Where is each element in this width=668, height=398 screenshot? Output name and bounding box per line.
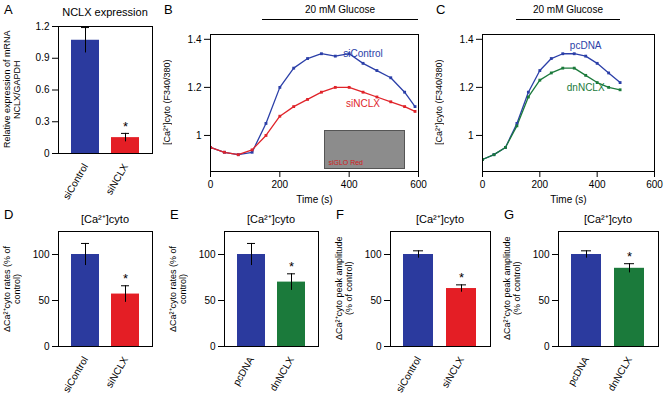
svg-text:1.4: 1.4 xyxy=(460,34,474,45)
svg-text:pcDNA: pcDNA xyxy=(231,354,257,387)
svg-text:50: 50 xyxy=(370,295,382,306)
svg-text:*: * xyxy=(123,119,128,134)
html-text:D: D xyxy=(4,207,14,222)
svg-text:0: 0 xyxy=(44,341,50,352)
svg-text:1: 1 xyxy=(468,130,474,141)
svg-text:*: * xyxy=(123,271,128,286)
svg-text:pcDNA: pcDNA xyxy=(566,354,592,387)
html-text:ΔCa²⁺cyto rates (% of control): ΔCa²⁺cyto rates (% of control) xyxy=(2,245,22,332)
svg-text:100: 100 xyxy=(33,249,50,260)
html-text:[Ca²⁺]cyto: [Ca²⁺]cyto xyxy=(416,213,464,225)
svg-text:50: 50 xyxy=(538,295,550,306)
html-text:Relative expression of mRNA NC: Relative expression of mRNA NCLX/GAPDH xyxy=(2,30,22,149)
svg-text:0: 0 xyxy=(208,179,214,190)
svg-text:50: 50 xyxy=(38,295,50,306)
html-text:A: A xyxy=(4,2,13,17)
svg-text:1.2: 1.2 xyxy=(460,82,474,93)
html-text:[Ca²⁺]cyto (F340/380): [Ca²⁺]cyto (F340/380) xyxy=(162,59,172,146)
svg-text:Time (s): Time (s) xyxy=(550,194,586,205)
svg-text:100: 100 xyxy=(365,249,382,260)
html-text:20 mM Glucose: 20 mM Glucose xyxy=(533,4,603,15)
html-text:[Ca²⁺]cyto (F340/380): [Ca²⁺]cyto (F340/380) xyxy=(434,59,444,146)
svg-text:siControl: siControl xyxy=(343,48,382,59)
svg-text:*: * xyxy=(459,270,464,285)
svg-text:0.6: 0.6 xyxy=(36,84,50,95)
svg-text:dnNCLX: dnNCLX xyxy=(606,354,635,393)
html-text:F: F xyxy=(336,207,344,222)
svg-text:50: 50 xyxy=(204,295,216,306)
svg-text:0: 0 xyxy=(44,148,50,159)
svg-text:0: 0 xyxy=(210,341,216,352)
svg-text:400: 400 xyxy=(341,179,358,190)
svg-text:400: 400 xyxy=(589,179,606,190)
svg-text:100: 100 xyxy=(533,249,550,260)
html-text:B: B xyxy=(164,2,173,17)
html-text:C: C xyxy=(436,2,446,17)
svg-text:dnNCLX: dnNCLX xyxy=(567,82,605,93)
svg-text:1.4: 1.4 xyxy=(188,34,202,45)
svg-text:200: 200 xyxy=(271,179,288,190)
svg-text:siNCLX: siNCLX xyxy=(104,161,131,196)
svg-text:0: 0 xyxy=(480,179,486,190)
svg-text:1.2: 1.2 xyxy=(36,21,50,32)
svg-text:200: 200 xyxy=(531,179,548,190)
svg-text:0.3: 0.3 xyxy=(36,116,50,127)
html-text:siGLO Red: siGLO Red xyxy=(328,158,363,166)
svg-text:siControl: siControl xyxy=(61,162,90,202)
html-text:ΔCa²⁺cyto rates (% of control): ΔCa²⁺cyto rates (% of control) xyxy=(168,245,188,332)
svg-text:0: 0 xyxy=(544,341,550,352)
svg-text:1: 1 xyxy=(196,130,202,141)
svg-text:*: * xyxy=(627,249,632,264)
svg-text:siNCLX: siNCLX xyxy=(440,354,467,389)
svg-text:*: * xyxy=(289,259,294,274)
svg-text:siNCLX: siNCLX xyxy=(346,98,380,109)
svg-text:1.2: 1.2 xyxy=(188,82,202,93)
html-text:ΔCa²⁺cyto peak amplitude (% of: ΔCa²⁺cyto peak amplitude (% of control) xyxy=(334,236,354,341)
html-text:G: G xyxy=(504,207,515,222)
svg-text:100: 100 xyxy=(199,249,216,260)
html-text:[Ca²⁺]cyto: [Ca²⁺]cyto xyxy=(81,213,129,225)
svg-text:pcDNA: pcDNA xyxy=(570,40,602,51)
svg-text:600: 600 xyxy=(410,179,427,190)
svg-text:siControl: siControl xyxy=(394,355,423,395)
svg-text:0: 0 xyxy=(376,341,382,352)
html-text:ΔCa²⁺cyto peak amplitude (% of: ΔCa²⁺cyto peak amplitude (% of control) xyxy=(502,236,522,341)
svg-text:0.9: 0.9 xyxy=(36,52,50,63)
html-text:[Ca²⁺]cyto: [Ca²⁺]cyto xyxy=(247,213,295,225)
svg-text:600: 600 xyxy=(646,179,663,190)
html-text:[Ca²⁺]cyto: [Ca²⁺]cyto xyxy=(584,213,632,225)
svg-text:siNCLX: siNCLX xyxy=(104,354,131,389)
html-text:20 mM Glucose: 20 mM Glucose xyxy=(305,4,375,15)
svg-text:Time (s): Time (s) xyxy=(296,194,332,205)
svg-text:siControl: siControl xyxy=(61,355,90,395)
svg-text:dnNCLX: dnNCLX xyxy=(268,354,297,393)
html-text:E: E xyxy=(170,207,179,222)
html-text:NCLX expression: NCLX expression xyxy=(62,6,148,18)
